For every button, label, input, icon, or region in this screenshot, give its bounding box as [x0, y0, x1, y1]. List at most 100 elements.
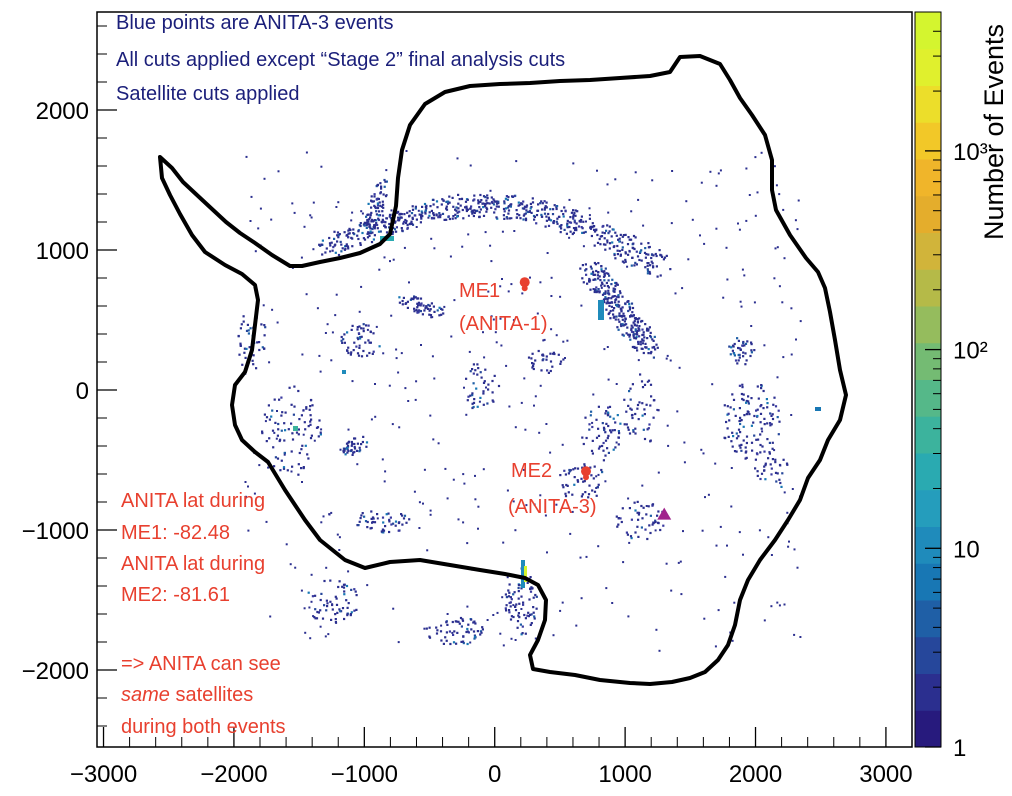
- event-point: [479, 397, 481, 399]
- event-point: [397, 219, 399, 221]
- event-point: [588, 485, 590, 487]
- event-point: [626, 423, 628, 425]
- event-point: [510, 217, 512, 219]
- event-point: [422, 503, 424, 505]
- event-point: [430, 238, 432, 240]
- event-point: [772, 418, 774, 420]
- event-point: [468, 215, 470, 217]
- x-tick-label: 3000: [859, 761, 912, 788]
- event-point: [467, 624, 469, 626]
- event-point: [446, 206, 448, 208]
- event-point: [318, 435, 320, 437]
- event-point: [520, 624, 522, 626]
- event-point: [590, 411, 592, 413]
- event-point: [676, 410, 678, 412]
- event-point: [411, 212, 413, 214]
- event-point: [739, 357, 741, 359]
- note-line-2: All cuts applied except “Stage 2” final …: [116, 49, 565, 71]
- event-point: [518, 612, 520, 614]
- event-point: [680, 561, 682, 563]
- event-point: [770, 463, 772, 465]
- event-point: [427, 217, 429, 219]
- event-point: [559, 296, 561, 298]
- event-point: [599, 279, 601, 281]
- event-point: [627, 615, 629, 617]
- event-point: [338, 254, 340, 256]
- event-point: [433, 203, 435, 205]
- event-point: [774, 165, 776, 167]
- event-point: [787, 546, 789, 548]
- event-point: [724, 437, 726, 439]
- me2-label: ME2: [511, 460, 552, 482]
- event-point: [656, 515, 658, 517]
- event-point: [739, 229, 741, 231]
- event-point: [619, 250, 621, 252]
- event-point: [591, 489, 593, 491]
- event-point: [786, 512, 788, 514]
- event-point: [584, 491, 586, 493]
- event-point: [533, 615, 535, 617]
- event-point: [569, 533, 571, 535]
- event-point: [770, 415, 772, 417]
- event-point: [591, 422, 593, 424]
- event-point: [380, 186, 382, 188]
- event-point: [346, 350, 348, 352]
- event-point: [738, 429, 740, 431]
- event-point: [556, 208, 558, 210]
- event-point: [386, 231, 388, 233]
- event-point: [588, 280, 590, 282]
- event-point: [556, 221, 558, 223]
- event-point: [360, 222, 362, 224]
- event-point: [477, 367, 479, 369]
- event-point: [314, 440, 316, 442]
- event-point: [325, 635, 327, 637]
- event-point: [425, 205, 427, 207]
- event-point: [274, 422, 276, 424]
- event-point: [558, 216, 560, 218]
- event-point: [277, 423, 279, 425]
- event-point: [742, 352, 744, 354]
- event-point: [669, 268, 671, 270]
- event-point: [722, 297, 724, 299]
- event-point: [392, 608, 394, 610]
- event-point: [281, 411, 283, 413]
- event-point: [562, 444, 564, 446]
- event-point: [306, 293, 308, 295]
- event-point: [558, 354, 560, 356]
- event-point: [497, 612, 499, 614]
- event-point: [463, 483, 465, 485]
- event-point: [631, 414, 633, 416]
- event-point: [277, 435, 279, 437]
- event-point: [364, 239, 366, 241]
- event-point: [644, 323, 646, 325]
- event-point: [630, 535, 632, 537]
- event-point: [493, 200, 495, 202]
- event-point: [383, 193, 385, 195]
- event-point: [545, 226, 547, 228]
- event-point: [435, 213, 437, 215]
- event-point: [562, 484, 564, 486]
- event-point: [381, 530, 383, 532]
- event-point: [341, 336, 343, 338]
- event-point: [382, 215, 384, 217]
- event-point: [465, 414, 467, 416]
- event-point: [594, 466, 596, 468]
- event-point: [667, 355, 669, 357]
- event-point: [605, 423, 607, 425]
- event-point: [753, 435, 755, 437]
- event-point: [599, 446, 601, 448]
- event-point: [596, 234, 598, 236]
- event-point: [381, 206, 383, 208]
- event-point: [340, 250, 342, 252]
- event-point: [763, 390, 765, 392]
- event-point: [274, 399, 276, 401]
- event-point: [330, 512, 332, 514]
- event-point: [753, 415, 755, 417]
- event-point: [631, 257, 633, 259]
- event-point: [771, 554, 773, 556]
- event-point: [797, 567, 799, 569]
- event-point: [740, 444, 742, 446]
- event-point: [786, 463, 788, 465]
- event-point: [257, 227, 259, 229]
- hot-spot: [598, 300, 604, 320]
